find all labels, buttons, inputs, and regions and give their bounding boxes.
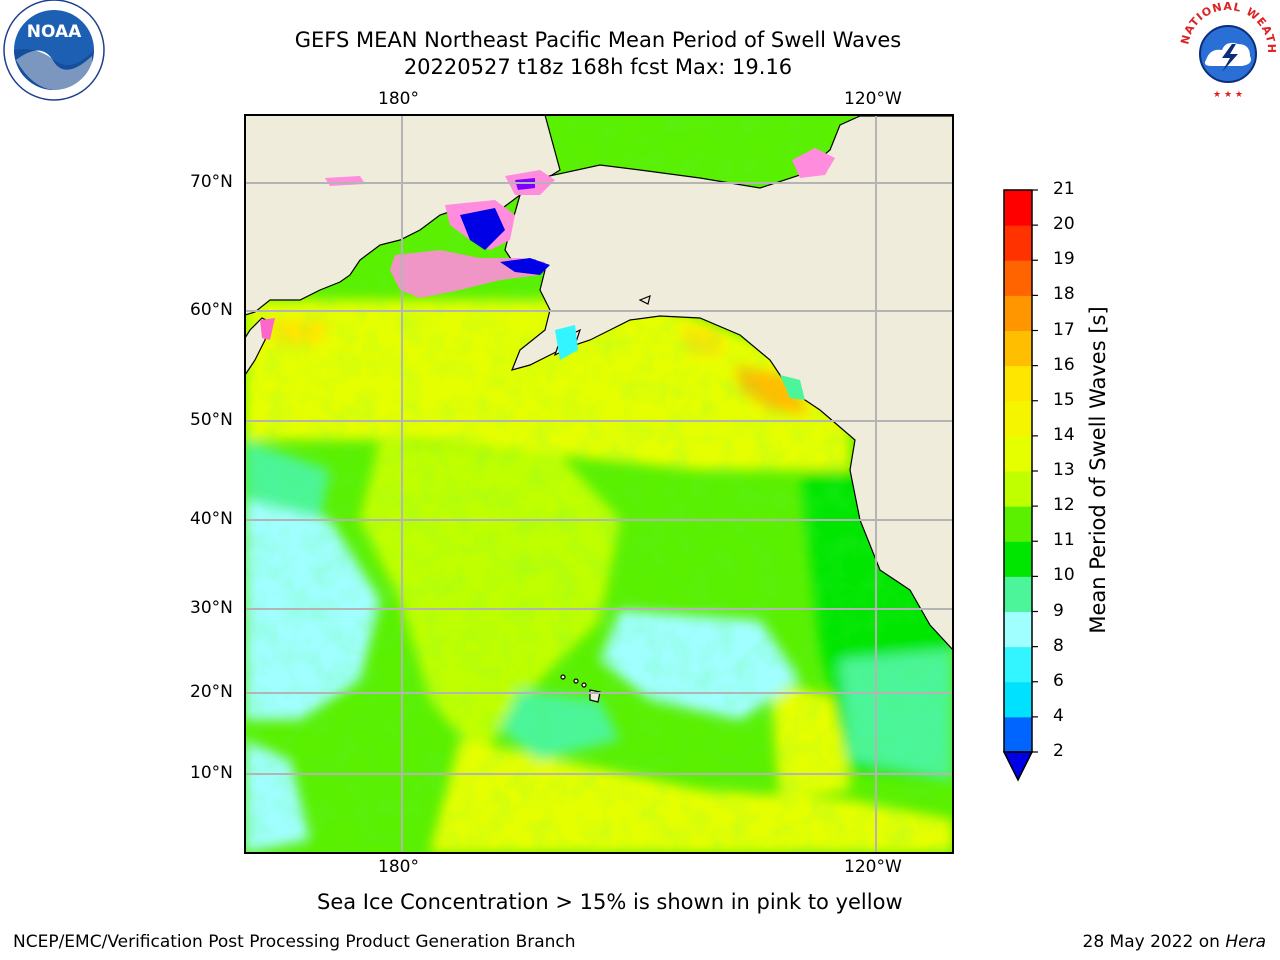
- colorbar-segment: [1004, 190, 1032, 226]
- colorbar-segment: [1004, 225, 1032, 261]
- footer-machine: Hera: [1225, 932, 1266, 952]
- noaa-logo-text: NOAA: [27, 22, 82, 42]
- lat-tick-10n: 10°N: [190, 763, 233, 783]
- map-frame: [244, 114, 954, 854]
- footer-date-text: 28 May 2022 on: [1082, 932, 1226, 952]
- colorbar-tick-label: 17: [1053, 319, 1075, 340]
- colorbar-label: Mean Period of Swell Waves [s]: [1086, 306, 1110, 634]
- colorbar-segment: [1004, 681, 1032, 718]
- colorbar-tick-label: 2: [1053, 741, 1064, 761]
- colorbar-segment: [1004, 295, 1032, 331]
- colorbar-segment: [1004, 330, 1032, 367]
- colorbar-segment: [1004, 506, 1032, 542]
- top-tick-180: 180°: [378, 89, 419, 109]
- graticule: [245, 115, 953, 853]
- svg-text:★ ★ ★: ★ ★ ★: [1213, 90, 1243, 100]
- nws-logo-icon: NATIONAL WEATHER SERVICE ★ ★ ★: [1176, 0, 1278, 100]
- colorbar-segment: [1004, 435, 1032, 472]
- colorbar-tick-label: 15: [1053, 389, 1075, 410]
- colorbar-segment: [1004, 471, 1032, 507]
- colorbar-tick-label: 13: [1053, 460, 1075, 480]
- colorbar-tick-label: 20: [1053, 214, 1075, 235]
- colorbar-tick-label: 11: [1053, 530, 1075, 551]
- footer-date: 28 May 2022 on Hera: [1083, 932, 1267, 952]
- colorbar-tick-label: 14: [1053, 424, 1075, 445]
- colorbar-segment: [1004, 260, 1032, 296]
- colorbar-tick-label: 19: [1053, 249, 1075, 270]
- colorbar-segment: [1004, 400, 1032, 437]
- bottom-tick-180: 180°: [378, 857, 419, 877]
- colorbar-segment: [1004, 646, 1032, 683]
- colorbar-tick-label: 8: [1053, 635, 1064, 656]
- colorbar-segment: [1004, 611, 1032, 648]
- colorbar-tick-label: 16: [1053, 354, 1075, 375]
- colorbar-under-arrow: [1002, 751, 1034, 782]
- bottom-tick-120w: 120°W: [844, 857, 902, 877]
- colorbar-segment: [1004, 716, 1032, 753]
- colorbar-tick-label: 9: [1053, 600, 1064, 621]
- colorbar-segment: [1004, 541, 1032, 577]
- colorbar-tick-label: 6: [1053, 670, 1064, 691]
- lat-tick-30n: 30°N: [190, 598, 233, 618]
- colorbar-tick-label: 10: [1053, 565, 1075, 586]
- colorbar-tick-label: 21: [1053, 179, 1075, 199]
- sea-ice-caption: Sea Ice Concentration > 15% is shown in …: [317, 890, 903, 914]
- colorbar-segment: [1004, 365, 1032, 402]
- colorbar-segment: [1004, 576, 1032, 612]
- chart-title: GEFS MEAN Northeast Pacific Mean Period …: [294, 28, 902, 52]
- lat-tick-20n: 20°N: [190, 682, 233, 702]
- swell-period-field: [245, 115, 953, 853]
- top-tick-120w: 120°W: [844, 89, 902, 109]
- colorbar-tick-label: 4: [1053, 705, 1064, 726]
- colorbar: [1002, 189, 1038, 782]
- chart-subtitle: 20220527 t18z 168h fcst Max: 19.16: [403, 55, 793, 79]
- colorbar-tick-label: 12: [1053, 495, 1075, 516]
- lat-tick-60n: 60°N: [190, 300, 233, 320]
- lat-tick-70n: 70°N: [190, 172, 233, 192]
- lat-tick-40n: 40°N: [190, 509, 233, 529]
- colorbar-tick-label: 18: [1053, 284, 1075, 305]
- noaa-logo-icon: NOAA: [3, 0, 105, 101]
- footer-credit: NCEP/EMC/Verification Post Processing Pr…: [13, 932, 576, 952]
- lat-tick-50n: 50°N: [190, 410, 233, 430]
